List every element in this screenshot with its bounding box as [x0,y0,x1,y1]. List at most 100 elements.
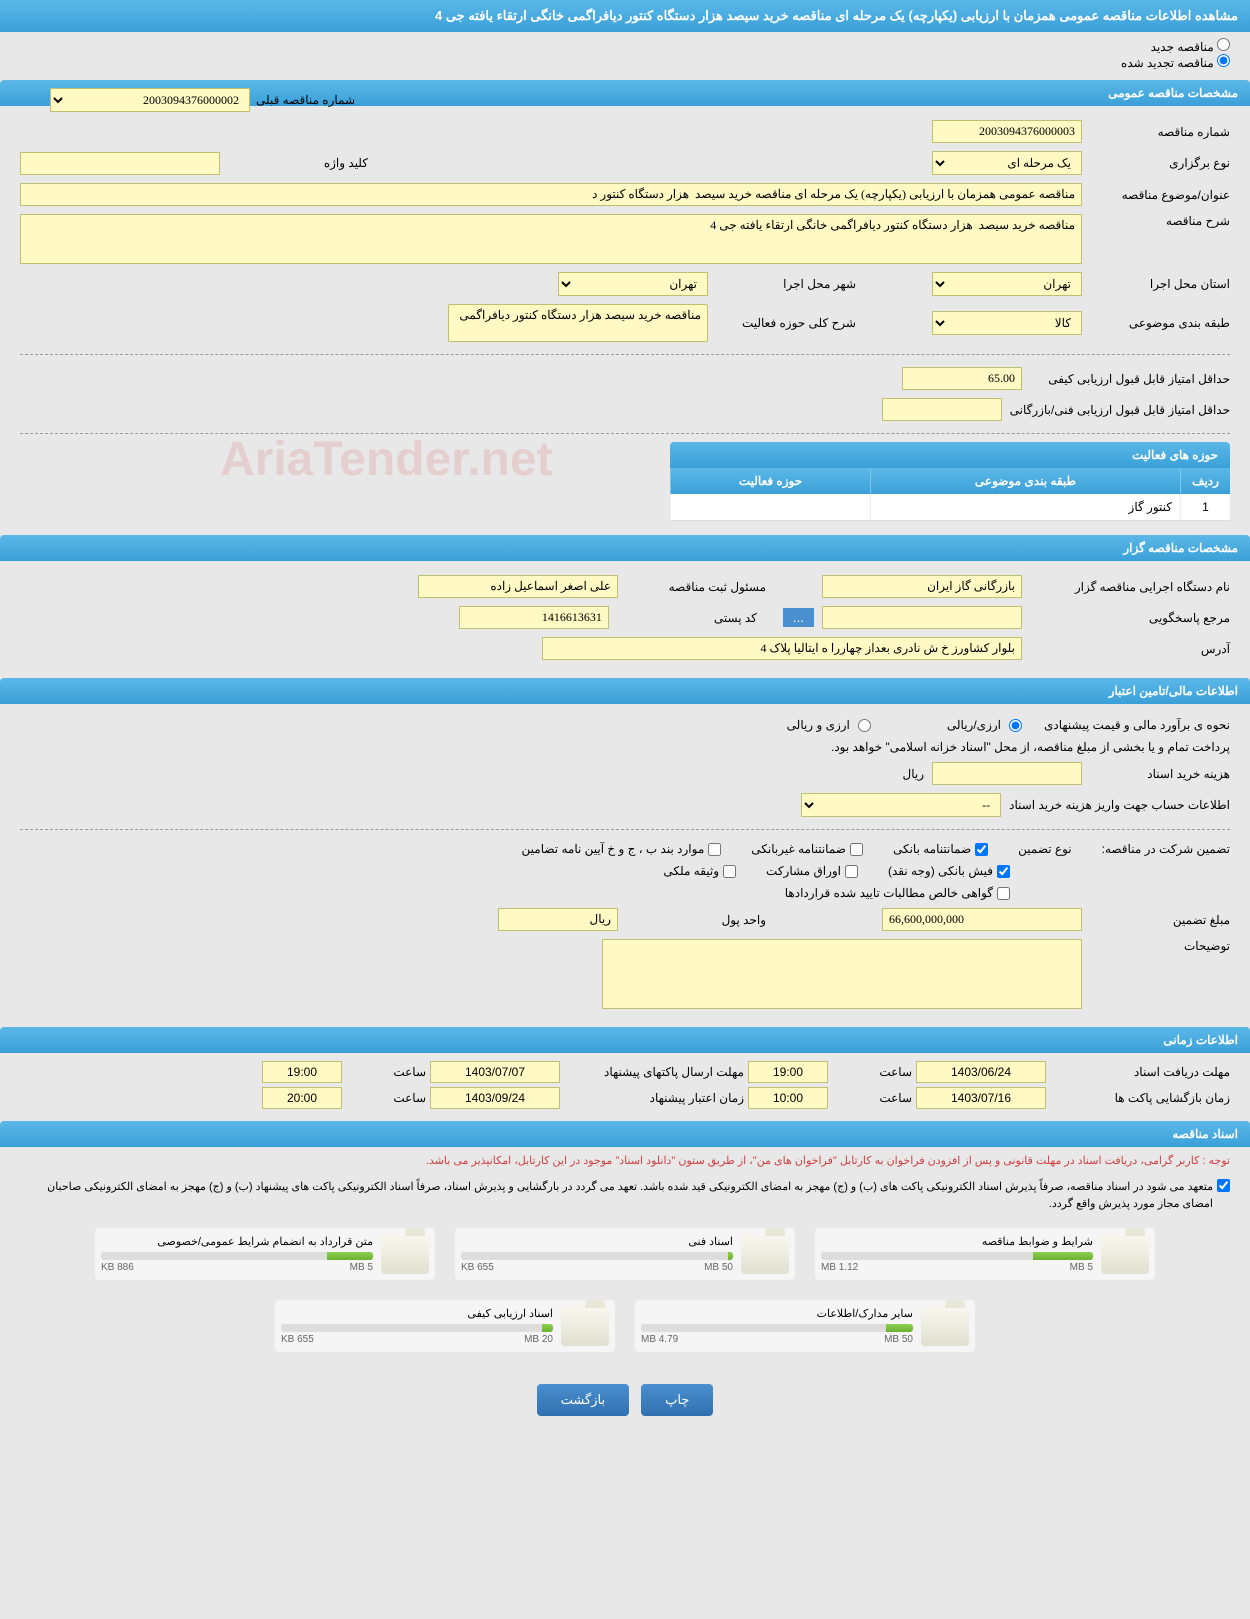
org-label: نام دستگاه اجرایی مناقصه گزار [1030,580,1230,594]
postal-label: کد پستی [617,611,757,625]
guarantee-type-label: نوع تضمین [1018,842,1071,856]
cb-bank-guarantee-label: ضمانتنامه بانکی [893,842,971,856]
section-docs: اسناد مناقصه [0,1121,1250,1147]
file-max: 50 MB [704,1262,733,1273]
number-input[interactable] [932,120,1082,143]
province-label: استان محل اجرا [1090,277,1230,291]
doc-cost-unit: ریال [902,767,924,781]
notes-label: توضیحات [1090,939,1230,953]
back-button[interactable]: بازگشت [537,1384,629,1416]
type-select[interactable]: یک مرحله ای [932,151,1082,175]
address-label: آدرس [1030,642,1230,656]
radio-rial[interactable] [1009,719,1022,732]
td-tabaghe: کنتور گاز [870,494,1180,520]
cb-receipt-label: فیش بانکی (وجه نقد) [888,864,993,878]
progress-bar [821,1252,1093,1260]
responsible-input[interactable] [418,575,618,598]
file-max: 50 MB [884,1334,913,1345]
validity-time-label: ساعت [346,1091,426,1105]
min-score-tech-input[interactable] [882,398,1002,421]
file-size: 655 KB [281,1334,314,1345]
city-select[interactable]: تهران [558,272,708,296]
open-date: 1403/07/16 [916,1087,1046,1109]
file-title: اسناد فنی [461,1235,733,1248]
payment-note: پرداخت تمام و یا بخشی از مبلغ مناقصه، از… [20,736,1230,758]
estimate-label: نحوه ی برآورد مالی و قیمت پیشنهادی [1030,718,1230,732]
org-input[interactable] [822,575,1022,598]
file-size: 655 KB [461,1262,494,1273]
section-gozar: مشخصات مناقصه گزار [0,535,1250,561]
separator [20,433,1230,434]
radio-currency-label: ارزی و ریالی [787,718,850,732]
reference-input[interactable] [822,606,1022,629]
file-item[interactable]: اسناد ارزیابی کیفی20 MB655 KB [275,1300,615,1352]
file-size: 4.79 MB [641,1334,678,1345]
account-select[interactable]: -- [801,793,1001,817]
open-label: زمان بازگشایی پاکت ها [1050,1091,1230,1105]
td-radif: 1 [1180,494,1230,520]
radio-new[interactable] [1217,38,1230,51]
desc-input[interactable]: مناقصه خرید سیصد هزار دستگاه کنتور دیافر… [20,214,1082,264]
print-button[interactable]: چاپ [641,1384,713,1416]
open-time: 10:00 [748,1087,828,1109]
progress-bar [461,1252,733,1260]
cb-items[interactable] [708,843,721,856]
cb-receipt[interactable] [997,865,1010,878]
cb-bank-guarantee[interactable] [975,843,988,856]
cb-property[interactable] [723,865,736,878]
send-label: مهلت ارسال پاکتهای پیشنهاد [564,1065,744,1079]
notice-2: متعهد می شود در اسناد مناقصه، صرفاً پذیر… [20,1179,1213,1214]
section-timing: اطلاعات زمانی [0,1027,1250,1053]
radio-currency[interactable] [858,719,871,732]
doc-cost-input[interactable] [932,762,1082,785]
send-time-label: ساعت [346,1065,426,1079]
postal-input[interactable] [459,606,609,629]
file-title: اسناد ارزیابی کیفی [281,1307,553,1320]
prev-number-select[interactable]: 2003094376000002 [50,88,250,112]
file-title: متن قرارداد به انضمام شرایط عمومی/خصوصی [101,1235,373,1248]
radio-rial-label: ارزی/ریالی [947,718,1001,732]
folder-icon [561,1306,609,1346]
notice-checkbox[interactable] [1217,1179,1230,1192]
min-score-quality-input[interactable] [902,367,1022,390]
receive-label: مهلت دریافت اسناد [1050,1065,1230,1079]
table-row: 1 کنتور گاز [670,494,1230,521]
send-date: 1403/07/07 [430,1061,560,1083]
prev-number-label: شماره مناقصه قبلی [256,93,355,107]
reference-lookup-button[interactable]: ... [783,608,814,627]
notes-input[interactable] [602,939,1082,1009]
file-item[interactable]: سایر مدارک/اطلاعات 50 MB 4.79 MB [635,1300,975,1352]
activity-desc-select[interactable]: مناقصه خرید سیصد هزار دستگاه کنتور دیافر… [448,304,708,342]
file-title: سایر مدارک/اطلاعات [641,1307,913,1320]
currency-input[interactable] [498,908,618,931]
subject-label: عنوان/موضوع مناقصه [1090,188,1230,202]
address-input[interactable] [542,637,1022,660]
validity-date: 1403/09/24 [430,1087,560,1109]
validity-label: زمان اعتبار پیشنهاد [564,1091,744,1105]
file-item[interactable]: متن قرارداد به انضمام شرایط عمومی/خصوصی 5… [95,1228,435,1280]
receive-time-label: ساعت [832,1065,912,1079]
province-select[interactable]: تهران [932,272,1082,296]
progress-bar [281,1324,553,1332]
min-score-tech-label: حداقل امتیاز قابل قبول ارزیابی فنی/بازرگ… [1010,403,1230,417]
file-max: 5 MB [1070,1262,1093,1273]
radio-renewed[interactable] [1217,54,1230,67]
cb-bonds[interactable] [845,865,858,878]
th-radif: ردیف [1180,468,1230,494]
file-item[interactable]: شرایط و ضوابط مناقصه5 MB1.12 MB [815,1228,1155,1280]
subject-input[interactable] [20,183,1082,206]
progress-bar [641,1324,913,1332]
currency-label: واحد پول [626,913,766,927]
section-financial: اطلاعات مالی/تامین اعتبار [0,678,1250,704]
notice-2-row: متعهد می شود در اسناد مناقصه، صرفاً پذیر… [0,1177,1250,1216]
category-select[interactable]: کالا [932,311,1082,335]
notice-1: توجه : کاربر گرامی، دریافت اسناد در مهلت… [0,1147,1250,1177]
file-max: 5 MB [350,1262,373,1273]
page-title: مشاهده اطلاعات مناقصه عمومی همزمان با ار… [0,0,1250,32]
keyword-input[interactable] [20,152,220,175]
guarantee-amount-input[interactable] [882,908,1082,931]
radio-new-label: مناقصه جدید [1151,40,1214,54]
cb-nonbank[interactable] [850,843,863,856]
cb-certified[interactable] [997,887,1010,900]
file-item[interactable]: اسناد فنی 50 MB 655 KB [455,1228,795,1280]
